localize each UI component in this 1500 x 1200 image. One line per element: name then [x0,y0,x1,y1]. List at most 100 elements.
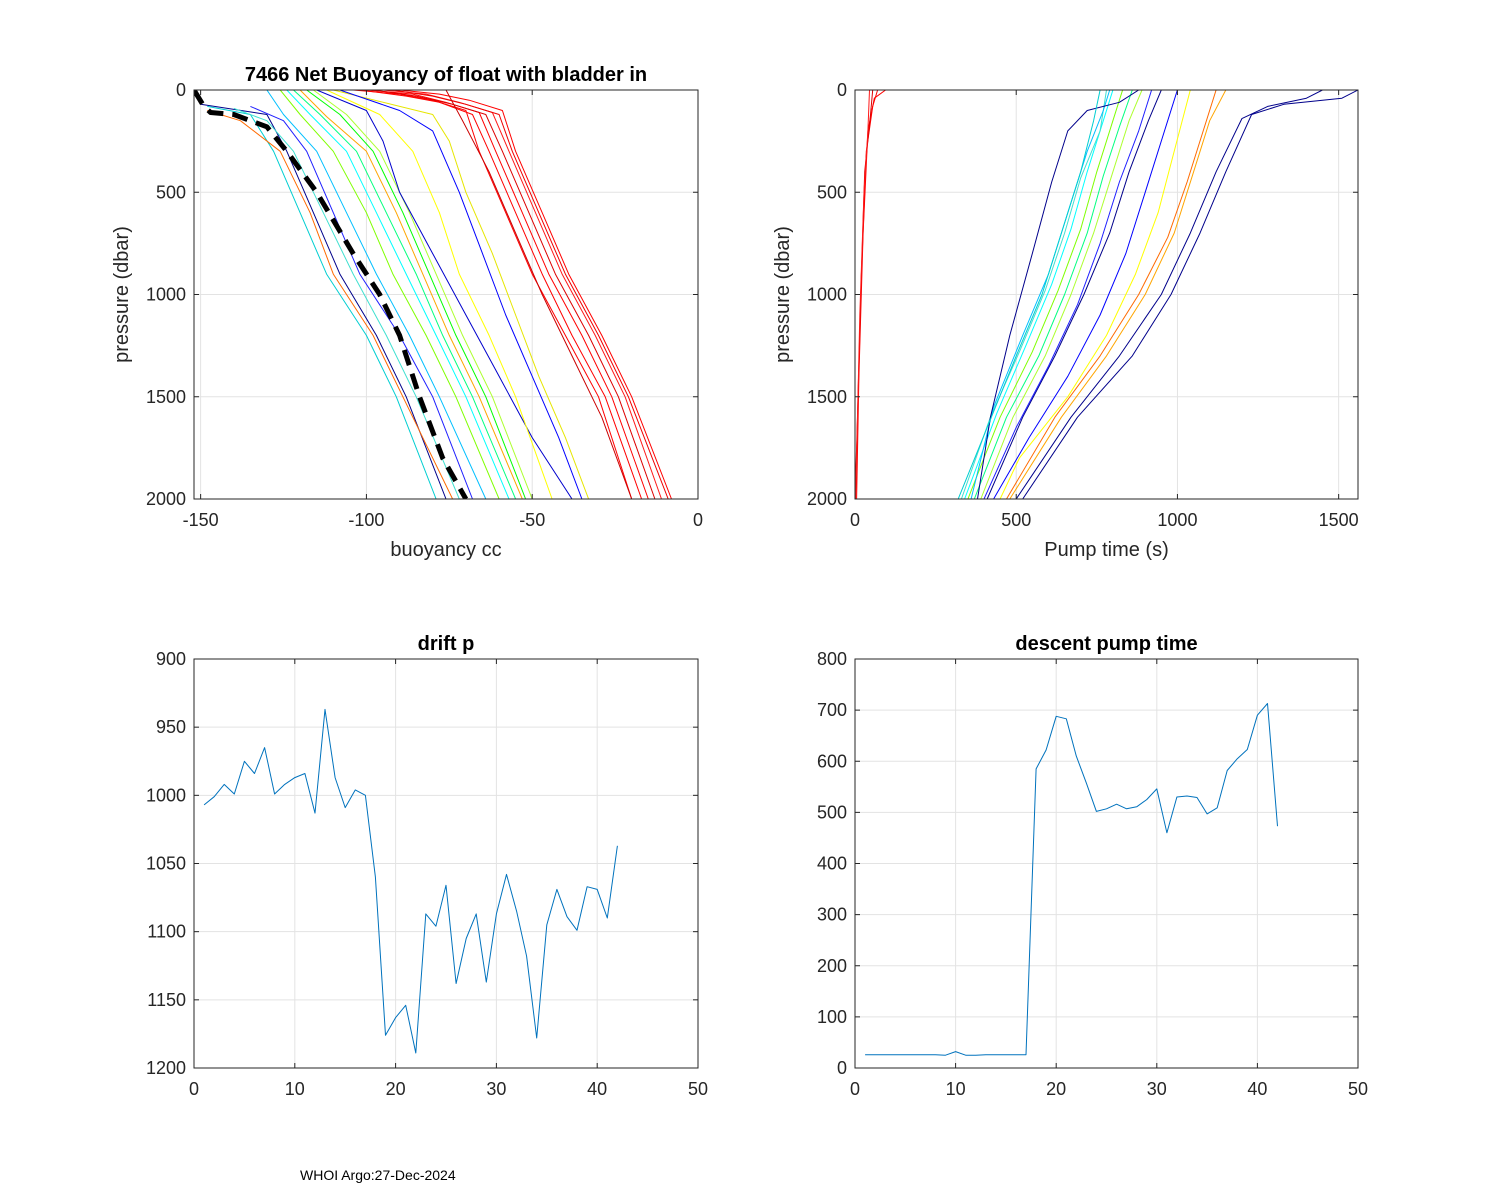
series-line-q8 [983,90,1153,499]
x-tick-label: 10 [946,1079,966,1099]
series-line-r7 [399,90,672,499]
y-tick-label: 100 [817,1007,847,1027]
y-tick-label: 2000 [146,489,186,509]
series-line-r4 [373,90,656,499]
y-tick-label: 1000 [146,785,186,805]
x-tick-label: 1500 [1319,510,1359,530]
series-line-drift [203,708,618,1054]
descent-pump-time-axes: 0 10 20 30 40 500100200300400500600700800desc… [817,633,1368,1099]
y-axis-label: pressure (dbar) [772,226,794,363]
series-line-p15 [333,90,590,499]
series-line-p4 [233,107,460,499]
chart-title: 7466 Net Buoyancy of float with bladder … [245,64,647,86]
x-tick-label: 1000 [1157,510,1197,530]
x-tick-label: 0 [189,1079,199,1099]
series-line-r2 [359,90,643,499]
y-tick-label: 1000 [146,285,186,305]
y-tick-label: 0 [176,80,186,100]
x-axis-label: buoyancy cc [390,539,501,561]
x-tick-label: 40 [1247,1079,1267,1099]
x-tick-label: -150 [183,510,219,530]
y-tick-label: 1500 [807,387,847,407]
series-line-q9 [980,90,1143,499]
x-tick-label: 20 [386,1079,406,1099]
series-line-p16 [339,90,583,499]
series-line-p7 [279,90,500,499]
y-tick-label: 700 [817,700,847,720]
pump-time-profile-axes: 0 500 1000 1500 0 500 1000 1500 2000 Pump time (s… [772,80,1359,561]
y-tick-label: 300 [817,905,847,925]
series-line-r1 [353,90,633,499]
series-line-q2 [1015,90,1323,499]
series-line-q7 [986,90,1162,499]
series-line-p14 [326,90,553,499]
series-group [203,708,618,1054]
y-tick-label: 1500 [146,387,186,407]
x-tick-label: 0 [850,1079,860,1099]
series-line-pump [865,703,1278,1056]
drift-pressure-axes: 0 10 20 30 40 50 900 950 1000 1050 1100 1150 1200 dri… [146,633,708,1099]
x-tick-label: 30 [1147,1079,1167,1099]
x-tick-label: 500 [1001,510,1031,530]
series-line-r8 [445,90,633,499]
series-line-q11 [967,90,1124,499]
y-tick-label: 1100 [147,922,186,942]
series-line-reference [194,90,469,499]
buoyancy-profile-axes: -150 -100 -50 0 0 500 1000 1500 2000 7466 Net Buo… [111,64,703,561]
x-tick-label: 0 [693,510,703,530]
series-line-q3 [1009,90,1227,499]
series-line-p12 [313,90,533,499]
x-tick-label: 50 [1348,1079,1368,1099]
x-tick-label: 10 [285,1079,305,1099]
series-line-p1 [200,103,447,499]
y-tick-label: 1200 [146,1058,186,1078]
series-line-p3 [207,110,454,499]
series-line-p8 [286,90,510,499]
series-group [865,703,1278,1056]
series-group [194,90,672,499]
series-group [855,90,1358,499]
series-line-q10 [973,90,1133,499]
y-tick-label: 0 [837,80,847,100]
series-line-q1 [1022,90,1358,499]
series-line-p2 [207,105,437,499]
series-line-q5 [999,90,1191,499]
series-line-r3 [366,90,649,499]
y-tick-label: 600 [817,751,847,771]
x-tick-label: 20 [1046,1079,1066,1099]
x-axis-label: Pump time (s) [1044,539,1168,561]
series-line-p11 [306,90,527,499]
y-tick-label: 200 [817,956,847,976]
y-axis-label: pressure (dbar) [111,226,133,363]
x-tick-label: 0 [850,510,860,530]
y-tick-label: 500 [156,182,186,202]
y-tick-label: 2000 [807,489,847,509]
series-line-q16 [957,90,1101,499]
y-tick-label: 1000 [807,285,847,305]
series-line-r6 [392,90,669,499]
y-tick-label: 900 [156,649,186,669]
x-tick-label: -100 [348,510,384,530]
y-tick-label: 1050 [146,854,186,874]
y-tick-label: 500 [817,802,847,822]
x-tick-label: -50 [519,510,545,530]
series-line-q4 [1006,90,1217,499]
series-line-p13 [316,90,573,499]
series-line-p10 [299,90,523,499]
y-tick-label: 950 [156,717,186,737]
footer-credit: WHOI Argo:27-Dec-2024 [300,1167,456,1183]
series-line-q15 [977,90,1139,499]
y-tick-label: 800 [817,649,847,669]
y-tick-label: 500 [817,182,847,202]
series-line-q6 [993,90,1178,499]
series-line-p9 [293,90,517,499]
chart-title: drift p [418,633,475,655]
y-tick-label: 1150 [147,990,186,1010]
x-tick-label: 40 [587,1079,607,1099]
y-tick-label: 0 [837,1058,847,1078]
series-line-r4 [855,90,870,499]
x-tick-label: 30 [486,1079,506,1099]
y-tick-label: 400 [817,854,847,874]
chart-title: descent pump time [1015,633,1197,655]
